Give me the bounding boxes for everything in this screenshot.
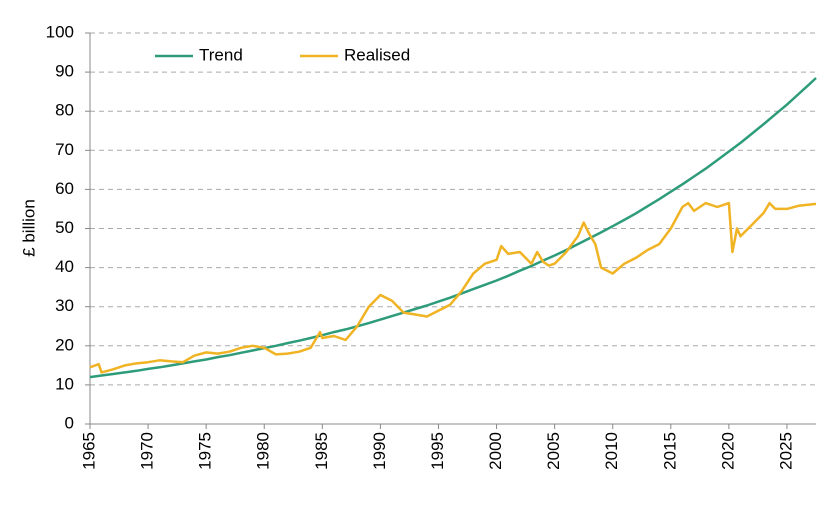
x-tick-label: 1965 (79, 432, 98, 470)
x-tick-label: 2005 (544, 432, 563, 470)
x-tick-label: 2020 (718, 432, 737, 470)
y-tick-label: 60 (55, 179, 74, 198)
x-tick-label: 2000 (486, 432, 505, 470)
legend-label: Realised (344, 45, 410, 64)
y-tick-label: 70 (55, 140, 74, 159)
y-tick-label: 50 (55, 218, 74, 237)
y-tick-label: 40 (55, 257, 74, 276)
x-tick-label: 1995 (428, 432, 447, 470)
y-tick-label: 30 (55, 296, 74, 315)
x-tick-label: 1975 (196, 432, 215, 470)
line-series (89, 201, 817, 374)
y-tick-label: 90 (55, 62, 74, 81)
y-tick-label: 80 (55, 101, 74, 120)
line-series (89, 77, 817, 379)
x-tick-label: 2010 (602, 432, 621, 470)
x-tick-label: 1990 (370, 432, 389, 470)
y-axis-label: £ billion (19, 199, 38, 257)
y-tick-label: 100 (46, 22, 74, 41)
x-tick-label: 1985 (312, 432, 331, 470)
legend-label: Trend (199, 45, 243, 64)
x-tick-label: 1970 (138, 432, 157, 470)
y-tick-label: 0 (65, 413, 74, 432)
x-tick-label: 2015 (660, 432, 679, 470)
y-tick-label: 20 (55, 335, 74, 354)
x-tick-label: 1980 (254, 432, 273, 470)
x-tick-label: 2025 (776, 432, 795, 470)
y-tick-label: 10 (55, 374, 74, 393)
